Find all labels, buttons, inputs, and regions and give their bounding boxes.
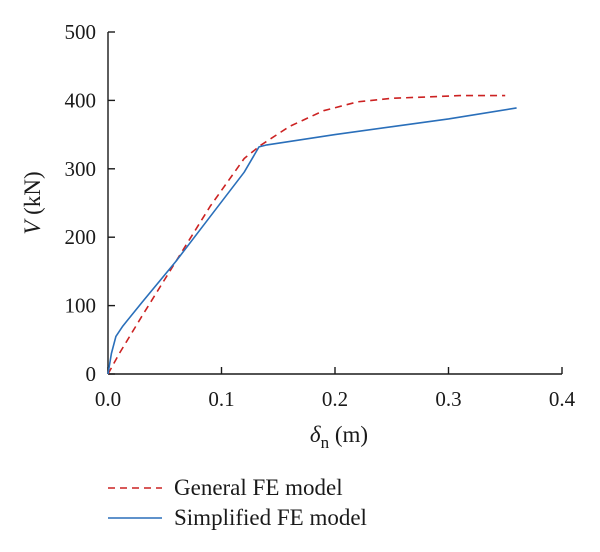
x-ticks: 0.0 0.1 0.2 0.3 0.4 [95,367,576,411]
y-tick-label: 200 [65,225,97,249]
axes [107,32,562,375]
x-axis-label: δn (m) [310,422,368,452]
legend-item-general: General FE model [108,475,343,500]
x-tick-label: 0.4 [549,387,576,411]
legend-item-simplified: Simplified FE model [108,505,367,530]
y-tick-label: 400 [65,88,97,112]
x-tick-label: 0.1 [208,387,234,411]
y-axis-unit: (kN) [20,171,45,220]
y-tick-label: 0 [86,362,97,386]
x-tick-label: 0.0 [95,387,121,411]
x-axis-symbol: δ [310,422,321,447]
y-axis-label: V (kN) [20,171,45,234]
y-tick-label: 500 [65,20,97,44]
legend: General FE model Simplified FE model [108,475,367,530]
y-axis-symbol: V [20,218,45,235]
series-line-simplified-fe-model [107,107,517,375]
x-tick-label: 0.3 [435,387,461,411]
x-tick-label: 0.2 [322,387,348,411]
legend-label-general: General FE model [174,475,343,500]
legend-label-simplified: Simplified FE model [174,505,367,530]
y-tick-label: 100 [65,294,97,318]
x-axis-subscript: n [321,433,330,452]
series-line-general-fe-model [107,94,506,375]
y-tick-label: 300 [65,157,97,181]
x-axis-unit: (m) [329,422,368,447]
y-ticks: 0 100 200 300 400 500 [65,20,115,386]
series-lines [107,94,517,375]
